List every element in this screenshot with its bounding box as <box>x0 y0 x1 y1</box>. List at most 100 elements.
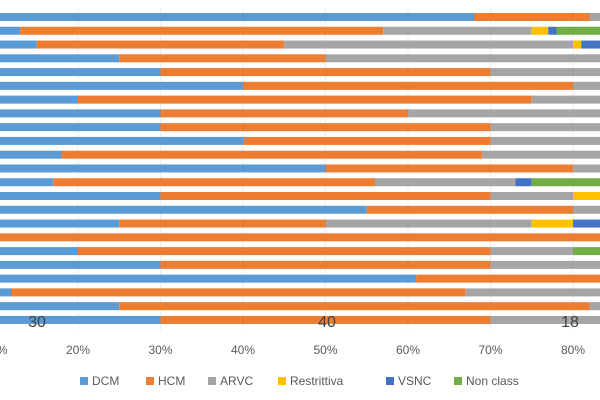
bar-segment <box>573 81 600 90</box>
bar-segment <box>0 40 37 49</box>
bar-segment <box>0 123 161 132</box>
legend-label: VSNC <box>398 374 432 388</box>
bar-segment <box>0 68 161 77</box>
bar-segment <box>0 288 12 297</box>
bar-segment <box>0 315 161 324</box>
bar-segment <box>12 288 466 297</box>
x-tick-label: 80% <box>561 343 585 357</box>
bar-segment <box>78 247 491 256</box>
bar-segment <box>0 302 120 311</box>
bar-segment <box>589 302 600 311</box>
bar-segment <box>160 109 408 118</box>
bar-segment <box>0 219 120 228</box>
bar-segment <box>243 136 491 145</box>
bar-segment <box>160 68 491 77</box>
legend-label: Non class <box>466 374 519 388</box>
legend-label: HCM <box>158 374 185 388</box>
bar-segment <box>243 81 573 90</box>
bar-segment <box>0 136 243 145</box>
x-tick-label: 40% <box>231 343 255 357</box>
bar-segment <box>0 26 21 35</box>
bar-segment <box>0 54 120 63</box>
bar-segment <box>573 247 600 256</box>
bar-segment <box>531 219 573 228</box>
bar-segment <box>0 233 600 242</box>
x-tick-label: 60% <box>396 343 420 357</box>
bar-segment <box>383 26 532 35</box>
annotation: 40 <box>318 314 336 331</box>
bar-segment <box>366 205 573 214</box>
bar-segment <box>78 95 532 104</box>
bar-segment <box>0 192 161 201</box>
bar-segment <box>482 150 600 159</box>
x-tick-label: 30% <box>148 343 172 357</box>
bar-segment <box>589 13 600 21</box>
bar-segment <box>20 26 384 35</box>
bar-segment <box>581 40 600 49</box>
x-tick-label: 10% <box>0 343 8 357</box>
bar-segment <box>531 178 600 187</box>
bar-segment <box>0 260 161 269</box>
bar-segment <box>490 247 573 256</box>
legend-swatch <box>208 377 216 385</box>
bar-segment <box>0 95 78 104</box>
bar-segment <box>0 178 54 187</box>
bar-segment <box>490 260 600 269</box>
bar-segment <box>61 150 483 159</box>
bar-segment <box>325 219 532 228</box>
bar-segment <box>36 40 285 49</box>
legend-label: DCM <box>92 374 119 388</box>
bar-segment <box>119 302 590 311</box>
bar-segment <box>573 40 582 49</box>
bar-segment <box>160 192 491 201</box>
x-tick-label: 20% <box>66 343 90 357</box>
bar-segment <box>0 205 367 214</box>
bar-segment <box>573 164 600 173</box>
bar-segment <box>408 109 600 118</box>
bar-segment <box>490 315 600 324</box>
annotation: 30 <box>28 314 46 331</box>
bar-segment <box>0 13 474 21</box>
bar-segment <box>515 178 532 187</box>
bar-segment <box>556 26 600 35</box>
bar-segment <box>325 164 573 173</box>
bar-segment <box>160 260 491 269</box>
legend-label: ARVC <box>220 374 253 388</box>
bar-segment <box>53 178 375 187</box>
bar-segment <box>0 247 78 256</box>
bar-segment <box>490 68 600 77</box>
bar-segment <box>573 192 600 201</box>
legend-swatch <box>146 377 154 385</box>
legend-label: Restrittiva <box>290 374 344 388</box>
legend-swatch <box>278 377 286 385</box>
bar-segment <box>490 192 573 201</box>
legend-swatch <box>80 377 88 385</box>
legend-swatch <box>386 377 394 385</box>
bar-segment <box>416 274 600 283</box>
x-tick-label: 70% <box>478 343 502 357</box>
bar-segment <box>0 150 62 159</box>
bar-segment <box>573 219 600 228</box>
x-tick-label: 50% <box>313 343 337 357</box>
bar-segment <box>490 136 600 145</box>
bar-segment <box>490 123 600 132</box>
legend-swatch <box>454 377 462 385</box>
bar-segment <box>0 109 161 118</box>
bar-segment <box>119 54 326 63</box>
bar-segment <box>325 54 600 63</box>
bar-segment <box>474 13 590 21</box>
bar-segment <box>531 95 600 104</box>
bar-segment <box>465 288 600 297</box>
bar-segment <box>0 164 326 173</box>
bar-segment <box>160 123 491 132</box>
bar-segment <box>0 274 417 283</box>
annotation: 18 <box>561 314 579 331</box>
bar-segment <box>375 178 516 187</box>
bar-segment <box>573 205 600 214</box>
bar-segment <box>119 219 326 228</box>
bar-segment <box>548 26 557 35</box>
bar-segment <box>284 40 573 49</box>
bar-segment <box>0 81 243 90</box>
bar-segment <box>160 315 491 324</box>
